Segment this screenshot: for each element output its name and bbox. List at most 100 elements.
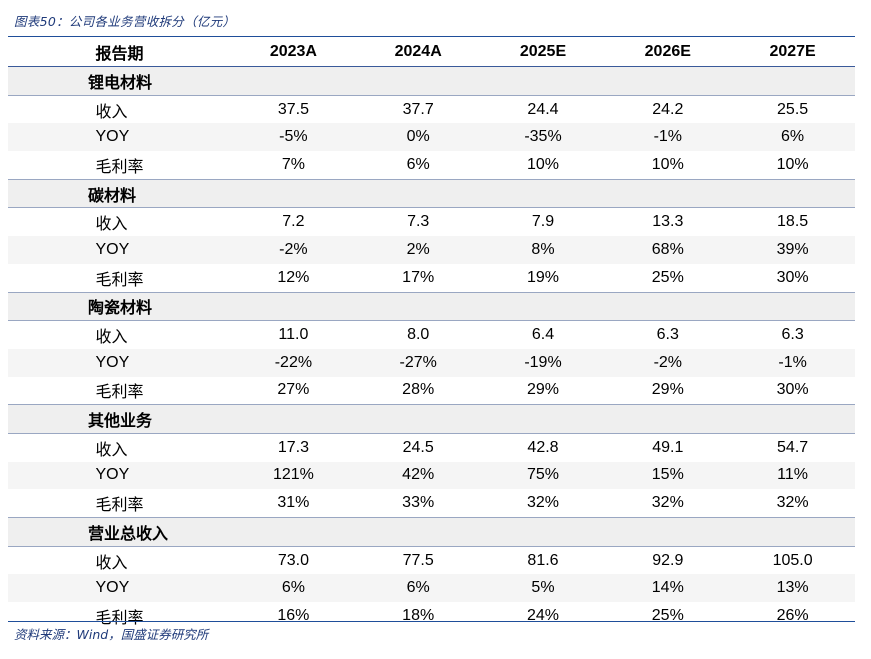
value-cell: 105.0 [772,551,813,569]
row-label-text: 毛利率 [95,609,144,627]
value-cell: 33% [402,494,435,512]
value-cell: 11% [730,461,855,490]
value-cell: 17.3 [277,438,309,456]
table-row: 毛利率 31% 33% 32% 32% 32% [8,489,855,517]
value-cell: 17% [402,268,435,286]
value-cell: 10% [651,155,684,173]
value-cell: 19% [526,268,559,286]
value-cell: 6% [730,123,855,152]
value-cell: 6% [355,574,481,603]
value-cell: 42.8 [527,438,559,456]
value-cell: 28% [402,381,435,399]
figure-title: 图表50：公司各业务营收拆分（亿元） [14,14,236,29]
row-label-text: 毛利率 [95,497,144,515]
row-label: YOY [8,236,231,264]
value-cell: 24.2 [652,100,684,118]
value-cell: 32% [776,494,809,512]
value-cell: 14% [605,574,731,603]
header-cell: 2024A [355,38,481,67]
value-cell: 121% [231,461,356,490]
row-label: YOY [8,574,231,603]
value-cell: 32% [526,494,559,512]
value-cell: 2% [355,236,481,264]
value-cell: 7.3 [407,213,430,231]
table-row: 毛利率 27% 28% 29% 29% 30% [8,377,855,405]
value-cell: 37.7 [402,100,434,118]
group-row: 锂电材料 [8,66,855,96]
group-row: 其他业务 [8,404,855,434]
row-label: YOY [8,348,231,377]
group-name: 营业总收入 [8,517,855,547]
value-cell: 7% [281,155,305,173]
table-row: 收入 17.3 24.5 42.8 49.1 54.7 [8,433,855,461]
value-cell: 7.9 [531,213,555,231]
row-label: 毛利率 [8,151,231,179]
table-row: 毛利率 7% 6% 10% 10% 10% [8,151,855,179]
value-cell: -22% [231,348,356,377]
top-rule [8,36,855,37]
value-cell: 10% [526,155,559,173]
value-cell: 26% [776,606,809,624]
group-row: 营业总收入 [8,517,855,547]
value-cell: 25% [651,268,684,286]
value-cell: 10% [776,155,809,173]
table-row: 收入 37.5 37.7 24.4 24.2 25.5 [8,95,855,123]
value-cell: 29% [526,381,559,399]
value-cell: -27% [355,348,481,377]
group-name: 锂电材料 [8,66,855,96]
value-cell: 5% [480,574,606,603]
value-cell: -5% [231,123,356,152]
value-cell: 12% [277,268,310,286]
value-cell: 31% [277,494,310,512]
value-cell: 30% [776,381,809,399]
row-label-text: YOY [95,240,130,258]
row-label: 收入 [8,321,231,349]
value-cell: 6.4 [531,326,555,344]
value-cell: 13% [730,574,855,603]
row-label-text: YOY [95,466,130,484]
value-cell: 75% [480,461,606,490]
header-cell: 2027E [730,38,855,67]
row-label: YOY [8,461,231,490]
table-row: 收入 7.2 7.3 7.9 13.3 18.5 [8,208,855,236]
value-cell: 25.5 [777,100,809,118]
table-row: 毛利率 12% 17% 19% 25% 30% [8,264,855,292]
group-name: 其他业务 [8,404,855,434]
row-label-text: 收入 [95,329,128,347]
value-cell: -35% [480,123,606,152]
table-row: YOY 121% 42% 75% 15% 11% [8,461,855,490]
table-row: YOY 6% 6% 5% 14% 13% [8,574,855,603]
row-label: 收入 [8,208,231,236]
row-label-text: YOY [95,353,130,371]
row-label-text: 收入 [95,441,128,459]
value-cell: 7.2 [282,213,305,231]
row-label-text: 收入 [95,216,128,234]
row-label: 毛利率 [8,489,231,517]
value-cell: 77.5 [402,551,434,569]
value-cell: 8.0 [407,326,430,344]
table-row: YOY -2% 2% 8% 68% 39% [8,236,855,264]
group-name: 碳材料 [8,178,855,209]
table-row: YOY -22% -27% -19% -2% -1% [8,348,855,377]
group-name: 陶瓷材料 [8,291,855,322]
value-cell: 73.0 [277,551,309,569]
value-cell: 37.5 [277,100,309,118]
revenue-breakdown-table: 报告期 2023A 2024A 2025E 2026E 2027E 锂电材料 收入… [8,38,855,630]
table-row: YOY -5% 0% -35% -1% 6% [8,123,855,152]
header-cell: 2026E [605,38,731,67]
value-cell: 30% [776,268,809,286]
value-cell: 32% [651,494,684,512]
row-label-text: 毛利率 [95,384,144,402]
value-cell: 18.5 [777,213,809,231]
value-cell: -1% [605,123,731,152]
group-row: 陶瓷材料 [8,291,855,322]
value-cell: 8% [480,236,606,264]
value-cell: 49.1 [652,438,684,456]
table-header-row: 报告期 2023A 2024A 2025E 2026E 2027E [8,38,855,67]
value-cell: 13.3 [652,213,684,231]
value-cell: -1% [730,348,855,377]
table-body: 锂电材料 收入 37.5 37.7 24.4 24.2 25.5 YOY -5% 0% -35% -1… [8,66,855,630]
row-label: 收入 [8,95,231,123]
row-label: 毛利率 [8,377,231,405]
value-cell: 6% [406,155,430,173]
